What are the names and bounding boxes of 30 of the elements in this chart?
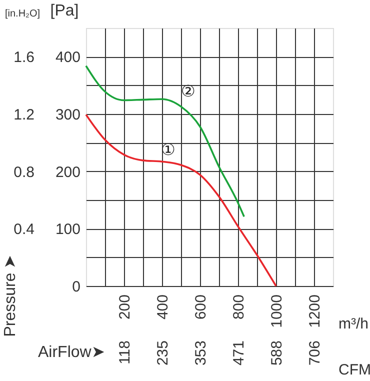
y-tick-label: 0 <box>72 278 80 296</box>
y-tick-label: 300 <box>55 106 80 124</box>
x-tick-label: 600 <box>192 294 210 320</box>
line-series <box>85 114 277 287</box>
x-tick-label: 800 <box>230 294 248 320</box>
x2-tick-label: 471 <box>230 340 248 366</box>
x2-tick-label: 353 <box>192 340 210 366</box>
x-tick-label: 400 <box>154 294 172 320</box>
x-axis-title: m³/h <box>338 316 368 332</box>
y-tick-label: 100 <box>55 221 80 238</box>
x-tick-label: 200 <box>116 294 134 320</box>
x2-tick-label: 235 <box>154 340 172 366</box>
x2-axis-title: CFM <box>338 362 370 378</box>
y2-tick-label: 0.4 <box>14 221 34 238</box>
x-tick-label: 1000 <box>268 294 286 328</box>
y2-tick-label: 0.8 <box>14 164 34 181</box>
line-series <box>85 64 245 218</box>
text: AirFlow➤ <box>38 344 104 361</box>
series-label: ② <box>181 84 195 101</box>
y2-tick-label: 1.2 <box>14 106 34 124</box>
x-tick-label: 1200 <box>306 294 324 328</box>
x2-tick-label: 118 <box>116 340 134 364</box>
x2-tick-label: 588 <box>268 340 286 366</box>
y2-axis-title: [in.H₂O] <box>5 8 40 20</box>
y-tick-label: 200 <box>55 164 80 181</box>
text: Pressure ➤ <box>2 255 19 337</box>
y-tick-label: 400 <box>55 49 80 66</box>
x2-tick-label: 706 <box>306 340 324 366</box>
y2-tick-label: 1.6 <box>14 49 34 66</box>
y-axis-title: [Pa] <box>50 2 79 20</box>
